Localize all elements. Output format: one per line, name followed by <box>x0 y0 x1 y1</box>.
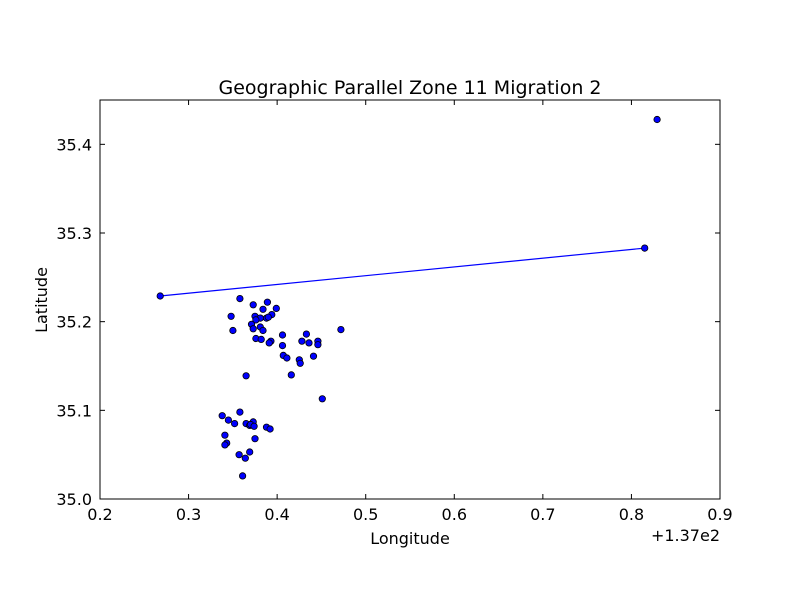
scatter-point <box>235 451 243 459</box>
scatter-point <box>283 354 291 362</box>
y-tick-label: 35.2 <box>56 313 92 332</box>
scatter-point <box>224 416 232 424</box>
scatter-point <box>302 330 310 338</box>
scatter-point <box>298 337 306 345</box>
axes-frame <box>99 99 721 500</box>
y-tick-label: 35.3 <box>56 224 92 243</box>
scatter-point <box>259 305 267 313</box>
scatter-point <box>259 326 267 335</box>
scatter-point <box>309 352 318 360</box>
series-line <box>160 247 645 297</box>
scatter-point <box>241 454 249 462</box>
y-tick-label: 35.0 <box>56 490 92 509</box>
scatter-point <box>296 359 304 367</box>
scatter-point <box>641 244 649 252</box>
x-tick-label: 0.5 <box>353 505 378 524</box>
scatter-point <box>236 294 244 303</box>
scatter-point <box>318 395 326 403</box>
x-tick-label: 0.4 <box>264 505 289 524</box>
x-tick-label: 0.8 <box>619 505 644 524</box>
x-tick-label: 0.3 <box>176 505 201 524</box>
x-axis-label: Longitude <box>370 529 450 548</box>
scatter-point <box>218 412 226 420</box>
scatter-point <box>263 298 271 306</box>
x-tick-label: 0.6 <box>442 505 467 524</box>
scatter-point <box>252 316 260 324</box>
scatter-point <box>305 339 313 347</box>
scatter-point <box>266 425 274 433</box>
marks-layer <box>156 115 661 480</box>
scatter-point <box>221 431 229 439</box>
x-tick-label: 0.9 <box>707 505 732 524</box>
ticks-layer: 0.2 0.3 0.4 0.5 0.6 0.7 0.8 0.9 35.0 35.1 35.2 35.3… <box>56 100 733 524</box>
scatter-point <box>287 371 295 379</box>
scatter-point <box>242 372 250 380</box>
y-tick-label: 35.4 <box>56 135 92 154</box>
scatter-point <box>239 472 247 480</box>
scatter-point <box>314 341 322 349</box>
scatter-point <box>264 313 272 321</box>
scatter-point <box>156 292 164 300</box>
x-tick-label: 0.7 <box>530 505 555 524</box>
scatter-point <box>249 301 257 309</box>
scatter-point <box>257 335 265 343</box>
scatter-point <box>221 441 229 449</box>
scatter-point <box>249 325 257 333</box>
scatter-point <box>227 312 235 320</box>
x-tick-label: 0.2 <box>87 505 112 524</box>
scatter-point <box>278 331 287 339</box>
scatter-point <box>272 304 280 312</box>
scatter-point <box>250 422 258 430</box>
y-axis-label: Latitude <box>32 267 51 333</box>
chart-title: Geographic Parallel Zone 11 Migration 2 <box>218 77 601 99</box>
scatter-point <box>236 408 244 416</box>
x-axis-offset-label: +1.37e2 <box>651 526 720 545</box>
scatter-point <box>265 339 273 347</box>
scatter-point <box>653 115 661 124</box>
y-tick-label: 35.1 <box>56 401 92 420</box>
scatter-point <box>251 435 259 443</box>
scatter-point <box>246 448 254 456</box>
scatter-point <box>337 325 345 334</box>
scatter-point <box>278 341 287 350</box>
scatter-point <box>229 326 237 335</box>
scatter-point <box>231 419 239 428</box>
